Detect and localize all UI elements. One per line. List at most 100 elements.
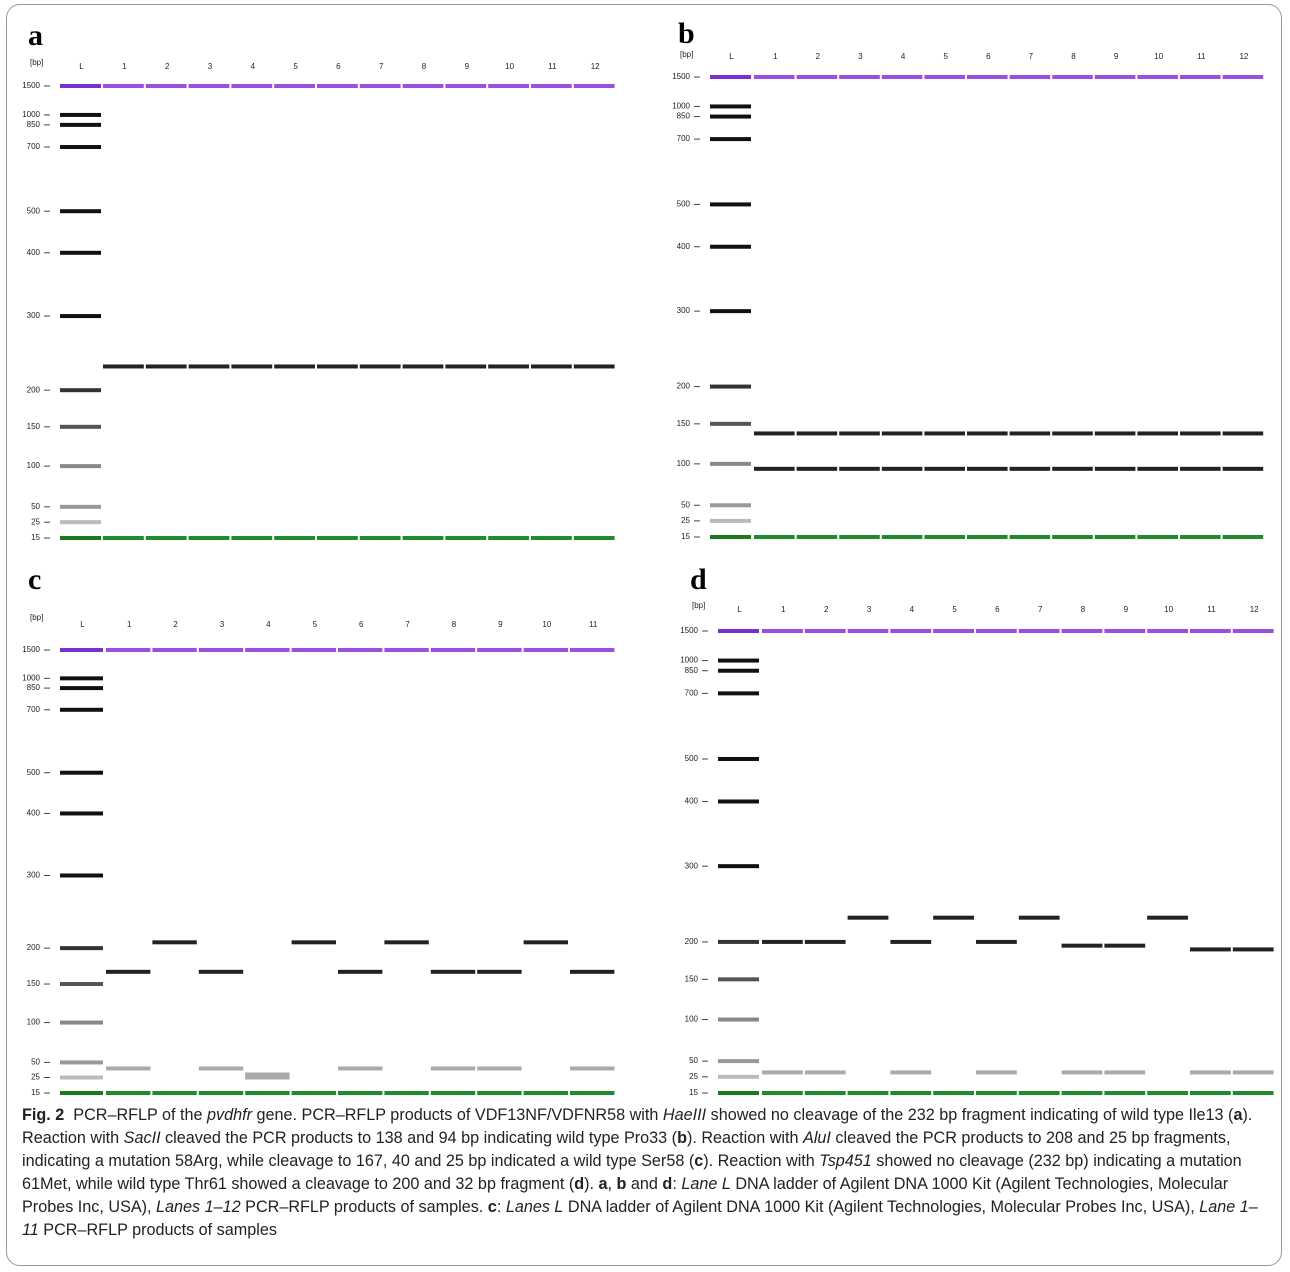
caption-text: cleaved the PCR products to 208 and 25 b… [22, 1129, 1235, 1170]
upper-marker [245, 648, 290, 652]
ladder-label: 15 [31, 533, 40, 542]
caption-text: HaeIII [662, 1106, 707, 1124]
lower-marker [573, 536, 615, 540]
ladder-label: 150 [677, 419, 691, 428]
caption-text: showed no cleavage (232 bp) indicating a… [22, 1152, 1247, 1193]
lane-label: 1 [781, 605, 786, 614]
upper-marker [317, 84, 358, 88]
upper-marker [198, 648, 244, 652]
upper-marker [1180, 75, 1221, 79]
sample-band [1052, 431, 1093, 436]
sample-band [477, 969, 522, 974]
caption-text: Lanes 1–12 [156, 1198, 241, 1216]
lane-label: 12 [1239, 52, 1248, 61]
ladder-label: 50 [689, 1056, 698, 1065]
upper-marker [1009, 75, 1051, 79]
ladder-label: 300 [677, 306, 691, 315]
lower-marker [1018, 1091, 1060, 1095]
sample-band [1018, 915, 1060, 920]
sample-band [488, 364, 529, 369]
ladder-band [718, 1059, 759, 1064]
upper-marker [762, 629, 803, 633]
upper-marker [1018, 629, 1060, 633]
caption-text: SacII [123, 1129, 161, 1147]
lane-label: 3 [220, 620, 225, 629]
caption-text: Lane 1–11 [22, 1198, 1258, 1239]
panel-letter: b [678, 17, 695, 50]
ladder-label: 25 [681, 516, 690, 525]
sample-band [881, 466, 923, 471]
ladder-label: 400 [685, 797, 699, 806]
upper-marker [1232, 629, 1274, 633]
ladder-label: 25 [31, 1073, 40, 1082]
ladder-band [718, 1074, 759, 1079]
upper-marker [570, 648, 615, 652]
ladder-label: 400 [27, 248, 41, 257]
caption-text: ). Reaction with [686, 1129, 804, 1147]
lower-marker [976, 1091, 1017, 1095]
ladder-label: 500 [685, 754, 699, 763]
ladder-label: 400 [27, 809, 41, 818]
ladder-label: 100 [685, 1015, 699, 1024]
ladder-band [60, 112, 101, 117]
lane-label: 11 [548, 62, 557, 71]
lane-label: 5 [313, 620, 318, 629]
ladder-label: 1500 [22, 645, 40, 654]
ladder-label: 200 [677, 382, 691, 391]
ladder-band [60, 946, 103, 951]
lower-marker [967, 535, 1008, 539]
ladder-label: 700 [27, 705, 41, 714]
ladder-label: 1000 [680, 656, 698, 665]
ladder-label: 100 [27, 461, 41, 470]
sample-band [804, 1070, 846, 1075]
ladder-band [718, 668, 759, 673]
unit-label: [bp] [680, 50, 693, 59]
caption-text: c [487, 1198, 497, 1216]
lower-marker [881, 535, 923, 539]
upper-marker [933, 629, 974, 633]
upper-marker [152, 648, 197, 652]
caption-text: , [607, 1175, 617, 1193]
caption-text: d [662, 1175, 673, 1193]
sample-band [245, 1075, 290, 1080]
upper-marker [402, 84, 444, 88]
sample-band [445, 364, 487, 369]
sample-band [570, 1066, 615, 1071]
ladder-label: 150 [27, 979, 41, 988]
sample-band [531, 364, 572, 369]
ladder-band [718, 1017, 759, 1022]
ladder-band [718, 939, 759, 944]
sample-band [1137, 466, 1178, 471]
sample-band [1104, 1070, 1146, 1075]
lane-label: 5 [952, 605, 957, 614]
ladder-label: 1000 [22, 673, 40, 682]
ladder-band [60, 676, 103, 681]
upper-marker [1094, 75, 1136, 79]
ladder-label: 150 [685, 974, 699, 983]
upper-marker [430, 648, 476, 652]
caption-text: ). Reaction with [22, 1106, 1257, 1147]
sample-band [1061, 943, 1103, 948]
ladder-band [60, 707, 103, 712]
ladder-band [60, 1020, 103, 1025]
upper-marker [359, 84, 401, 88]
upper-marker [1104, 629, 1146, 633]
lower-marker [933, 1091, 974, 1095]
ladder-label: 1000 [672, 102, 690, 111]
sample-band [796, 431, 838, 436]
sample-band [1222, 466, 1264, 471]
lane-label: L [79, 62, 84, 71]
sample-band [967, 431, 1008, 436]
lower-marker [1104, 1091, 1146, 1095]
upper-marker [188, 84, 230, 88]
sample-band [274, 364, 315, 369]
upper-marker [1190, 629, 1231, 633]
sample-band [1052, 466, 1093, 471]
ladder-label: 1500 [672, 72, 690, 81]
upper-marker [274, 84, 315, 88]
ladder-band [60, 504, 101, 509]
upper-marker [231, 84, 273, 88]
lane-label: 2 [816, 52, 821, 61]
sample-band [804, 939, 846, 944]
upper-marker [384, 648, 429, 652]
